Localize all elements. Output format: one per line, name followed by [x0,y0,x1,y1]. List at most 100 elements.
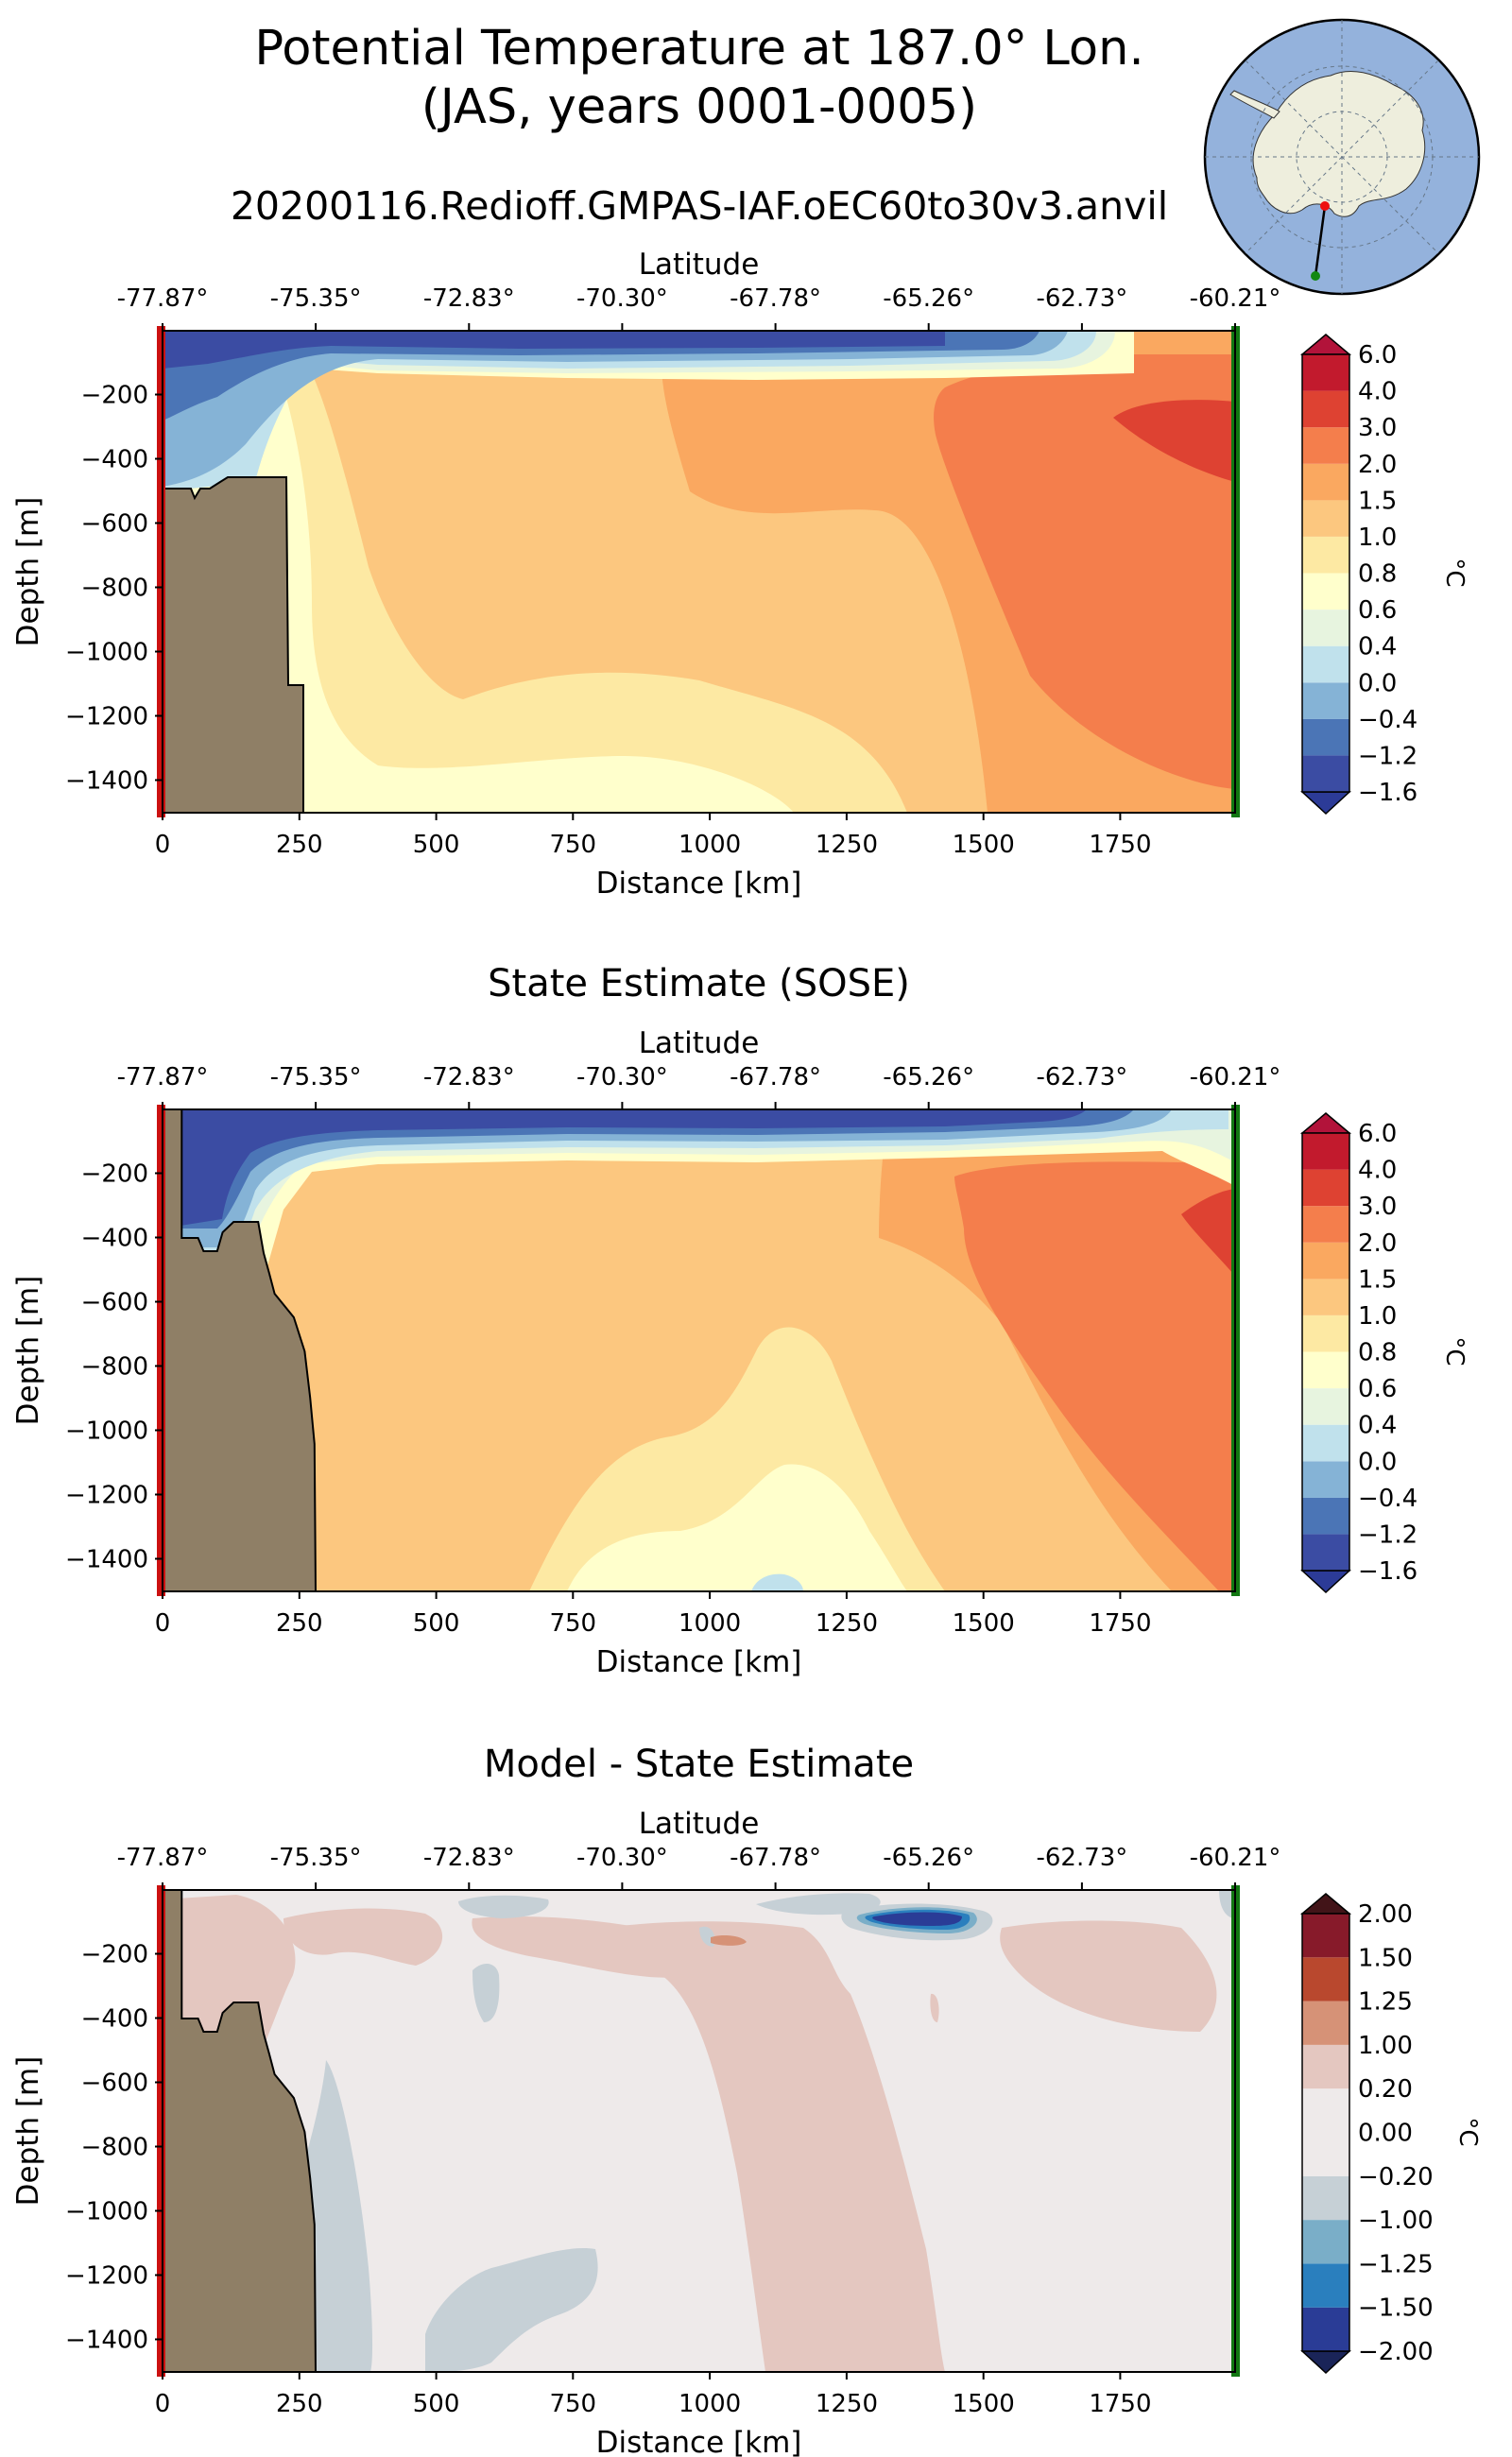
colorbar-band [1302,610,1349,646]
lat-tick-label: -65.26° [883,284,974,313]
x-tick-label: 1500 [953,1609,1015,1638]
y-tick-label: −800 [81,2134,148,2162]
x-tick-label: 1000 [679,2390,741,2418]
colorbar-band [1302,1957,1349,2002]
inset-map [1203,18,1481,296]
colorbar-band [1302,390,1349,428]
contour-band [567,1464,907,1591]
lat-tick-label: -60.21° [1190,1844,1281,1872]
x-tick-label: 500 [413,2390,460,2418]
contour-band [163,1109,1087,1228]
x-axis-label: Distance [km] [596,1645,802,1679]
contour-band [1113,400,1235,482]
colorbar-tick-label: 1.25 [1358,1988,1413,2017]
x-tick-label: 1000 [679,831,741,859]
contour-band [458,1895,549,1918]
y-axis-label: Depth [m] [11,1276,45,1426]
colorbar-tick-label: −0.4 [1358,706,1418,734]
contour-band [1000,1920,1217,2032]
contour-band [472,1964,500,2022]
y-axis-label: Depth [m] [11,2056,45,2207]
contour-band [1219,1890,1235,1918]
transect-start-marker [157,1885,165,2377]
x-axis-label: Distance [km] [596,867,802,901]
colorbar-over-extension [1299,334,1352,355]
y-axis-label: Depth [m] [11,497,45,647]
lat-tick-label: -77.87° [117,1844,209,1872]
colorbar-tick-label: 0.6 [1358,1375,1397,1403]
x-tick-label: 750 [549,2390,596,2418]
contour-band [163,1109,1228,1266]
y-tick-labels: −200 −400 −600 −800 −1000 −1200 −1400 [65,382,148,796]
colorbar-band [1302,463,1349,501]
contour-band [930,1993,939,2022]
colorbar-band [1302,354,1349,391]
x-tick-label: 0 [155,831,171,859]
contour-band [163,331,1040,421]
contour-band [163,1109,1172,1247]
lat-tick-label: -62.73° [1036,1844,1127,1872]
y-tick-label: −1400 [65,1546,148,1574]
axes-frame [162,330,1236,814]
panel-model: 0 250 500 750 1000 1250 1500 1750 −200 −… [11,248,1469,901]
x-tick-label: 1250 [816,1609,878,1638]
x-tick-labels: 0 250 500 750 1000 1250 1500 1750 [155,2390,1152,2418]
colorbar-band [1302,1461,1349,1498]
colorbar-band [1302,1242,1349,1280]
contour-band [711,1934,747,1946]
lat-tick-label: -70.30° [576,1844,668,1872]
contour-band [954,1161,1235,1591]
lat-tick-label: -62.73° [1036,284,1127,313]
panel-title: Model - State Estimate [484,1743,914,1786]
colorbar: −1.6 −1.2 −0.4 0.0 0.4 0.6 0.8 1.0 1.5 2… [1299,1112,1469,1594]
bathymetry-seafloor [162,1889,318,2373]
colorbar-band [1302,2175,1349,2221]
lat-tick-label: -67.78° [730,1844,821,1872]
y-tick-label: −600 [81,2070,148,2098]
x-tick-label: 1500 [953,2390,1015,2418]
axis-ticks [155,323,1236,820]
colorbar-tick-label: 1.0 [1358,1302,1397,1331]
x-tick-label: 1000 [679,1609,741,1638]
colorbar-frame [1301,1132,1350,1572]
y-tick-label: −1400 [65,767,148,796]
colorbar-unit-label: °C [1453,2117,1482,2146]
colorbar-tick-label: −2.00 [1358,2338,1434,2366]
lat-tick-label: -77.87° [117,1063,209,1091]
lat-tick-label: -77.87° [117,284,209,313]
colorbar-band [1302,500,1349,537]
axis-ticks [155,1102,1236,1599]
colorbar-tick-label: 1.0 [1358,524,1397,552]
colorbar-band [1302,2263,1349,2308]
panel-sose: State Estimate (SOSE) [11,962,1469,1679]
colorbar-band [1302,536,1349,574]
contour-band [284,1908,443,1966]
colorbar-tick-label: 0.0 [1358,1448,1397,1476]
y-tick-label: −600 [81,510,148,539]
colorbar-unit-label: °C [1440,558,1469,587]
colorbar-tick-label: −1.6 [1358,1557,1418,1586]
colorbar-band [1302,1206,1349,1243]
y-tick-label: −1400 [65,2327,148,2355]
x-tick-label: 0 [155,1609,171,1638]
colorbar-tick-label: 1.5 [1358,1265,1397,1294]
colorbar-tick-label: −1.2 [1358,742,1418,770]
lat-tick-label: -67.78° [730,284,821,313]
x-tick-label: 250 [276,2390,323,2418]
lat-tick-labels: -77.87° -75.35° -72.83° -70.30° -67.78° … [117,1063,1281,1091]
colorbar-tick-label: 0.20 [1358,2075,1413,2104]
y-tick-label: −400 [81,446,148,474]
figure-title-line1: Potential Temperature at 187.0° Lon. [254,21,1143,77]
x-tick-label: 500 [413,831,460,859]
panel-difference: Model - State Estimate [11,1743,1482,2457]
y-tick-label: −800 [81,575,148,603]
bathymetry-seafloor [162,476,304,814]
colorbar-band [1302,1534,1349,1571]
colorbar-band [1302,2088,1349,2133]
lat-tick-label: -70.30° [576,1063,668,1091]
colorbar-band [1302,1314,1349,1352]
contour-band [872,1912,962,1926]
inset-transect [1314,205,1327,277]
colorbar-band [1302,1133,1349,1170]
contour-band [756,1893,881,1916]
